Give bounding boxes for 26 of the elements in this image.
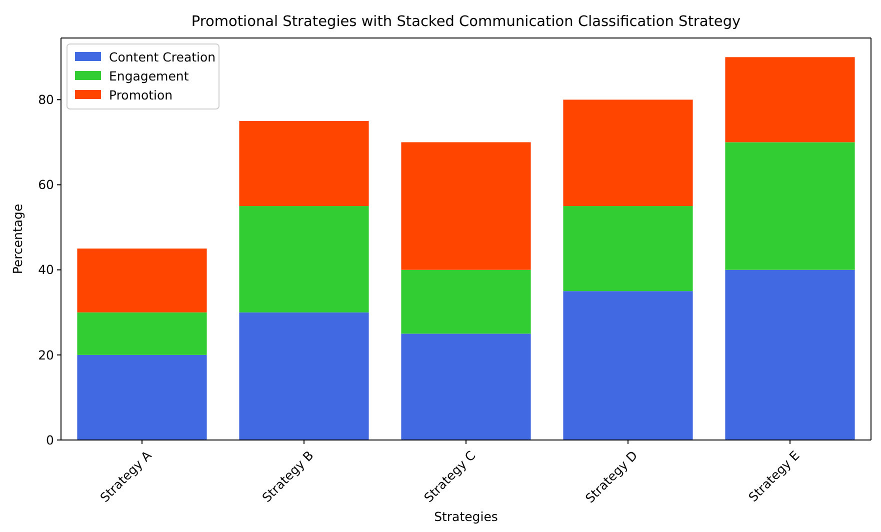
bar bbox=[77, 354, 207, 440]
chart-title: Promotional Strategies with Stacked Communication Classification Strategy bbox=[191, 14, 742, 30]
legend-label: Promotion bbox=[109, 87, 173, 102]
bar bbox=[563, 291, 693, 440]
legend-label: Engagement bbox=[109, 68, 189, 84]
bar bbox=[401, 334, 531, 440]
bar bbox=[239, 312, 369, 440]
bar bbox=[725, 57, 855, 142]
bar bbox=[77, 248, 207, 312]
bar bbox=[239, 206, 369, 312]
x-axis-title: Strategies bbox=[434, 509, 498, 524]
bar bbox=[401, 142, 531, 270]
bar bbox=[563, 100, 693, 206]
bar bbox=[725, 142, 855, 270]
legend-label: Content Creation bbox=[109, 49, 216, 64]
bar bbox=[725, 270, 855, 440]
y-axis-title: Percentage bbox=[10, 204, 25, 274]
y-tick-label: 60 bbox=[38, 177, 54, 192]
y-tick-label: 20 bbox=[38, 347, 54, 362]
bar bbox=[239, 120, 369, 206]
bar bbox=[563, 206, 693, 292]
bar bbox=[77, 312, 207, 355]
y-tick-label: 40 bbox=[38, 262, 54, 278]
bar bbox=[401, 270, 531, 334]
y-tick-label: 80 bbox=[38, 92, 54, 108]
y-tick-label: 0 bbox=[46, 432, 54, 448]
